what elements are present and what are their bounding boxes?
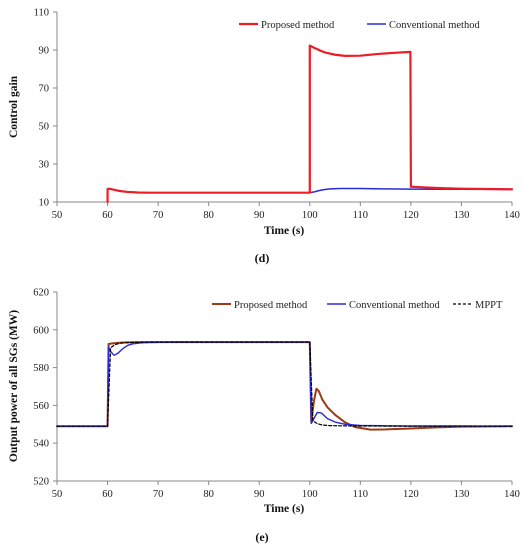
legend-label-proposed: Proposed method: [261, 20, 335, 31]
y-tick-label: 110: [34, 8, 49, 19]
y-tick-label: 30: [39, 160, 50, 171]
x-axis-title: Time (s): [264, 225, 305, 237]
x-tick-label: 120: [403, 210, 419, 221]
x-tick-label: 90: [254, 489, 265, 500]
y-tick-label: 520: [33, 477, 49, 488]
legend: Proposed method Conventional method MPPT: [212, 300, 503, 311]
legend: Proposed method Conventional method: [239, 20, 480, 31]
x-tick-label: 120: [403, 489, 419, 500]
y-tick-label: 540: [33, 439, 49, 450]
x-tick-label: 50: [52, 489, 63, 500]
x-tick-label: 100: [302, 210, 318, 221]
y-tick-label: 620: [33, 288, 49, 299]
x-tick-label: 100: [302, 489, 318, 500]
x-tick-label: 140: [504, 210, 520, 221]
x-tick-label: 90: [254, 210, 265, 221]
legend-label-mppt: MPPT: [475, 300, 503, 311]
x-axis-title: Time (s): [264, 503, 305, 515]
y-tick-label: 580: [33, 363, 49, 374]
x-tick-label: 60: [102, 489, 113, 500]
x-tick-label: 70: [153, 489, 164, 500]
axis-ticks: 50 60 70 80 90 100 110 120 130 140 520 540 560 580 600…: [33, 288, 520, 501]
chart-panel-d: 50 60 70 80 90 100 110 120 130 140 10 30 50 70 90 110 C…: [8, 8, 520, 266]
y-tick-label: 90: [39, 46, 50, 57]
legend-label-conventional: Conventional method: [389, 20, 480, 31]
legend-label-proposed: Proposed method: [234, 300, 308, 311]
series-line-proposed-method: [106, 44, 514, 204]
y-axis-title: Output power of all SGs (MW): [8, 310, 20, 462]
x-tick-label: 80: [203, 489, 214, 500]
axis-ticks: 50 60 70 80 90 100 110 120 130 140 10 30 50 70 90 110: [34, 8, 520, 222]
series-line-conventional-method: [56, 341, 513, 427]
chart-panel-e: 50 60 70 80 90 100 110 120 130 140 520 540 560 580 600…: [8, 288, 520, 545]
x-tick-label: 50: [52, 210, 63, 221]
series-line-mppt: [56, 341, 513, 427]
series-line-proposed-method: [56, 341, 513, 431]
x-tick-label: 80: [203, 210, 214, 221]
legend-label-conventional: Conventional method: [349, 300, 440, 311]
x-tick-label: 60: [102, 210, 113, 221]
series-group: [56, 341, 513, 431]
x-tick-label: 110: [353, 489, 368, 500]
series-group: [106, 44, 514, 204]
x-tick-label: 130: [454, 210, 470, 221]
panel-caption: (d): [255, 251, 270, 265]
x-tick-label: 70: [153, 210, 164, 221]
x-tick-label: 110: [353, 210, 368, 221]
y-tick-label: 70: [39, 84, 50, 95]
y-tick-label: 560: [33, 401, 49, 412]
panel-caption: (e): [255, 530, 268, 544]
y-tick-label: 600: [33, 325, 49, 336]
x-tick-label: 130: [454, 489, 470, 500]
y-tick-label: 10: [39, 198, 50, 209]
y-tick-label: 50: [39, 122, 50, 133]
x-tick-label: 140: [504, 489, 520, 500]
y-axis-title: Control gain: [8, 75, 20, 138]
